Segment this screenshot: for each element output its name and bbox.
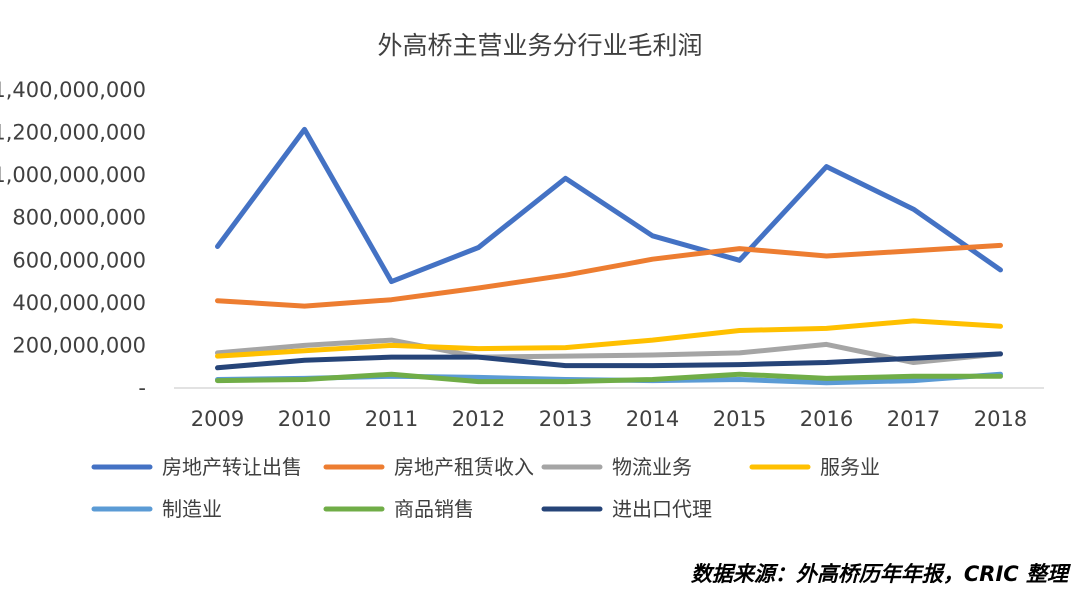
y-tick-label: 800,000,000 [12, 206, 146, 230]
x-tick-label: 2016 [800, 407, 853, 431]
chart-title: 外高桥主营业务分行业毛利润 [377, 31, 703, 60]
series-line-6 [215, 371, 1003, 385]
series-line-2 [215, 242, 1003, 309]
legend-label: 商品销售 [394, 497, 474, 521]
series-line-4 [215, 318, 1003, 359]
y-tick-label: 1,200,000,000 [0, 121, 146, 145]
y-tick-label: - [138, 376, 146, 400]
x-tick-label: 2017 [887, 407, 940, 431]
legend-label: 服务业 [820, 455, 880, 479]
legend-label: 物流业务 [612, 455, 692, 479]
x-tick-label: 2011 [365, 407, 418, 431]
x-tick-label: 2014 [626, 407, 679, 431]
y-tick-label: 400,000,000 [12, 291, 146, 315]
x-tick-label: 2012 [452, 407, 505, 431]
legend-label: 进出口代理 [612, 497, 712, 521]
x-tick-label: 2018 [974, 407, 1027, 431]
y-axis-ticks: - 200,000,000 400,000,000 600,000,000 800,00… [0, 78, 146, 400]
x-axis-ticks: 2009 2010 2011 2012 2013 2014 2015 2016 2017 2018 [191, 407, 1027, 431]
legend-label: 制造业 [162, 497, 222, 521]
series-line-7 [215, 351, 1003, 371]
y-tick-label: 600,000,000 [12, 248, 146, 272]
x-tick-label: 2009 [191, 407, 244, 431]
series-line-3 [215, 337, 1003, 365]
series-line-1 [215, 126, 1003, 285]
x-tick-label: 2010 [278, 407, 331, 431]
legend-label: 房地产租赁收入 [394, 455, 534, 479]
x-tick-label: 2013 [539, 407, 592, 431]
y-tick-label: 200,000,000 [12, 333, 146, 357]
y-tick-label: 1,000,000,000 [0, 163, 146, 187]
series-lines [215, 126, 1003, 386]
source-note: 数据来源：外高桥历年年报，CRIC 整理 [690, 562, 1068, 586]
y-tick-label: 1,400,000,000 [0, 78, 146, 102]
legend-label: 房地产转让出售 [162, 455, 302, 479]
x-tick-label: 2015 [713, 407, 766, 431]
